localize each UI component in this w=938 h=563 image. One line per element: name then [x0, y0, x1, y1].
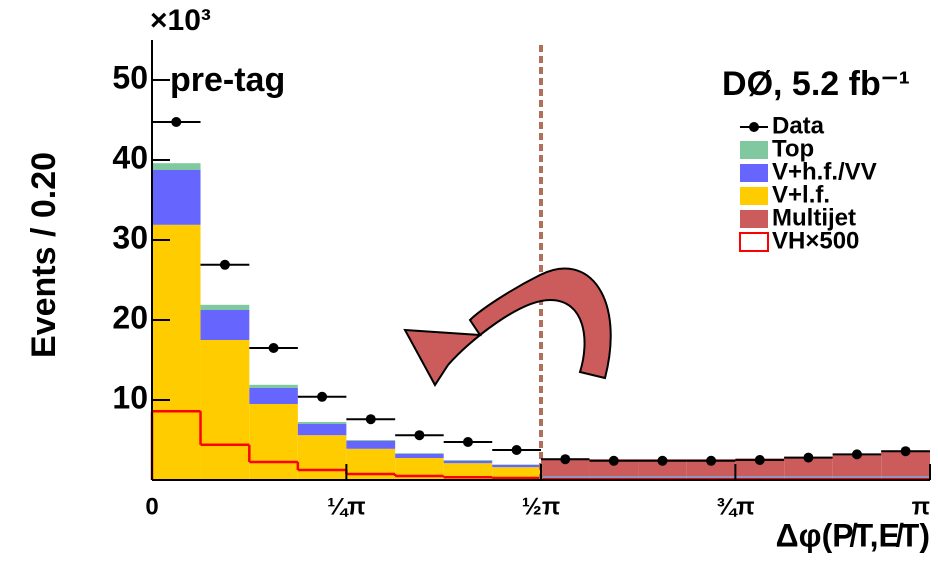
stack-segment	[686, 459, 736, 476]
stack-segment	[346, 448, 396, 480]
stack-segment	[297, 422, 347, 424]
y-tick-label: 20	[112, 299, 148, 335]
legend-marker	[740, 164, 768, 182]
x-tick-label: π	[912, 493, 930, 520]
stack-segment	[589, 459, 639, 476]
arrow	[403, 267, 612, 387]
legend-marker	[740, 210, 768, 228]
data-point	[851, 449, 862, 460]
data-point	[560, 454, 571, 465]
data-point	[511, 445, 522, 455]
y-axis-label: Events / 0.20	[25, 152, 63, 358]
legend-label: V+h.f./VV	[772, 158, 877, 185]
stack-segment	[200, 340, 250, 480]
x-tick-label: 0	[145, 493, 158, 520]
stack-segment	[832, 453, 882, 476]
stack-segment	[638, 476, 687, 478]
data-point	[317, 391, 328, 402]
data-point	[657, 455, 668, 466]
stack-segment	[346, 440, 396, 449]
stack-segment	[152, 170, 201, 225]
legend-marker	[740, 141, 768, 159]
stack-segment	[784, 456, 833, 476]
stack-segment	[200, 304, 250, 310]
data-point	[462, 437, 473, 447]
legend-label: Multijet	[772, 204, 856, 231]
annotation: DØ, 5.2 fb⁻¹	[722, 65, 910, 103]
stack-segment	[200, 310, 250, 340]
x-tick-label: ¼π	[327, 493, 365, 520]
legend-label: V+l.f.	[772, 181, 830, 208]
stack-segment	[297, 435, 347, 480]
stack-segment	[832, 476, 882, 478]
data-point	[219, 259, 230, 270]
stack-segment	[735, 458, 785, 476]
stack-segment	[152, 163, 201, 170]
data-point	[900, 446, 911, 457]
data-point	[414, 430, 425, 441]
data-point	[803, 452, 814, 463]
y-tick-label: 40	[112, 139, 148, 175]
y-tick-label: 10	[112, 379, 148, 415]
data-point	[365, 414, 376, 425]
stack-segment	[297, 424, 347, 436]
legend-marker	[749, 122, 759, 132]
stack-segment	[541, 476, 590, 478]
stack-segment	[784, 476, 833, 478]
stack-segment	[249, 384, 298, 388]
stack-segment	[395, 453, 444, 454]
legend-label: Data	[772, 112, 825, 139]
stack-segment	[492, 464, 541, 468]
stack-segment	[395, 458, 444, 480]
x-tick-label: ½π	[522, 493, 560, 520]
stack-segment	[249, 404, 298, 480]
y-tick-label: 50	[112, 59, 148, 95]
stack-segment	[152, 224, 201, 480]
y-multiplier: ×10³	[150, 4, 211, 37]
stack-segment	[249, 388, 298, 404]
stack-segment	[443, 460, 493, 461]
stack-segment	[395, 454, 444, 458]
stack-segment	[589, 476, 639, 478]
y-tick-label: 30	[112, 219, 148, 255]
data-point	[171, 117, 182, 127]
stack-segment	[443, 460, 493, 464]
data-point	[706, 455, 717, 466]
stack-segment	[735, 476, 785, 478]
stack-segment	[686, 476, 736, 478]
stack-segment	[541, 458, 590, 476]
x-tick-label: ¾π	[716, 493, 754, 520]
data-point	[608, 455, 619, 466]
stack-segment	[443, 463, 493, 480]
stack-segment	[881, 476, 930, 478]
annotation: pre-tag	[170, 61, 285, 99]
data-point	[268, 343, 279, 353]
data-point	[754, 455, 765, 465]
legend-marker	[740, 187, 768, 205]
stack-segment	[638, 459, 687, 476]
stack-segment	[346, 440, 396, 441]
legend-label: VH×500	[772, 227, 859, 254]
x-axis-label: Δφ(P̸T,E̸T)	[776, 517, 930, 553]
legend-marker	[739, 232, 769, 252]
legend-label: Top	[772, 135, 814, 162]
plot-area: 10 20 30 40 50 0 ¼π ½π ¾π π	[112, 40, 931, 520]
